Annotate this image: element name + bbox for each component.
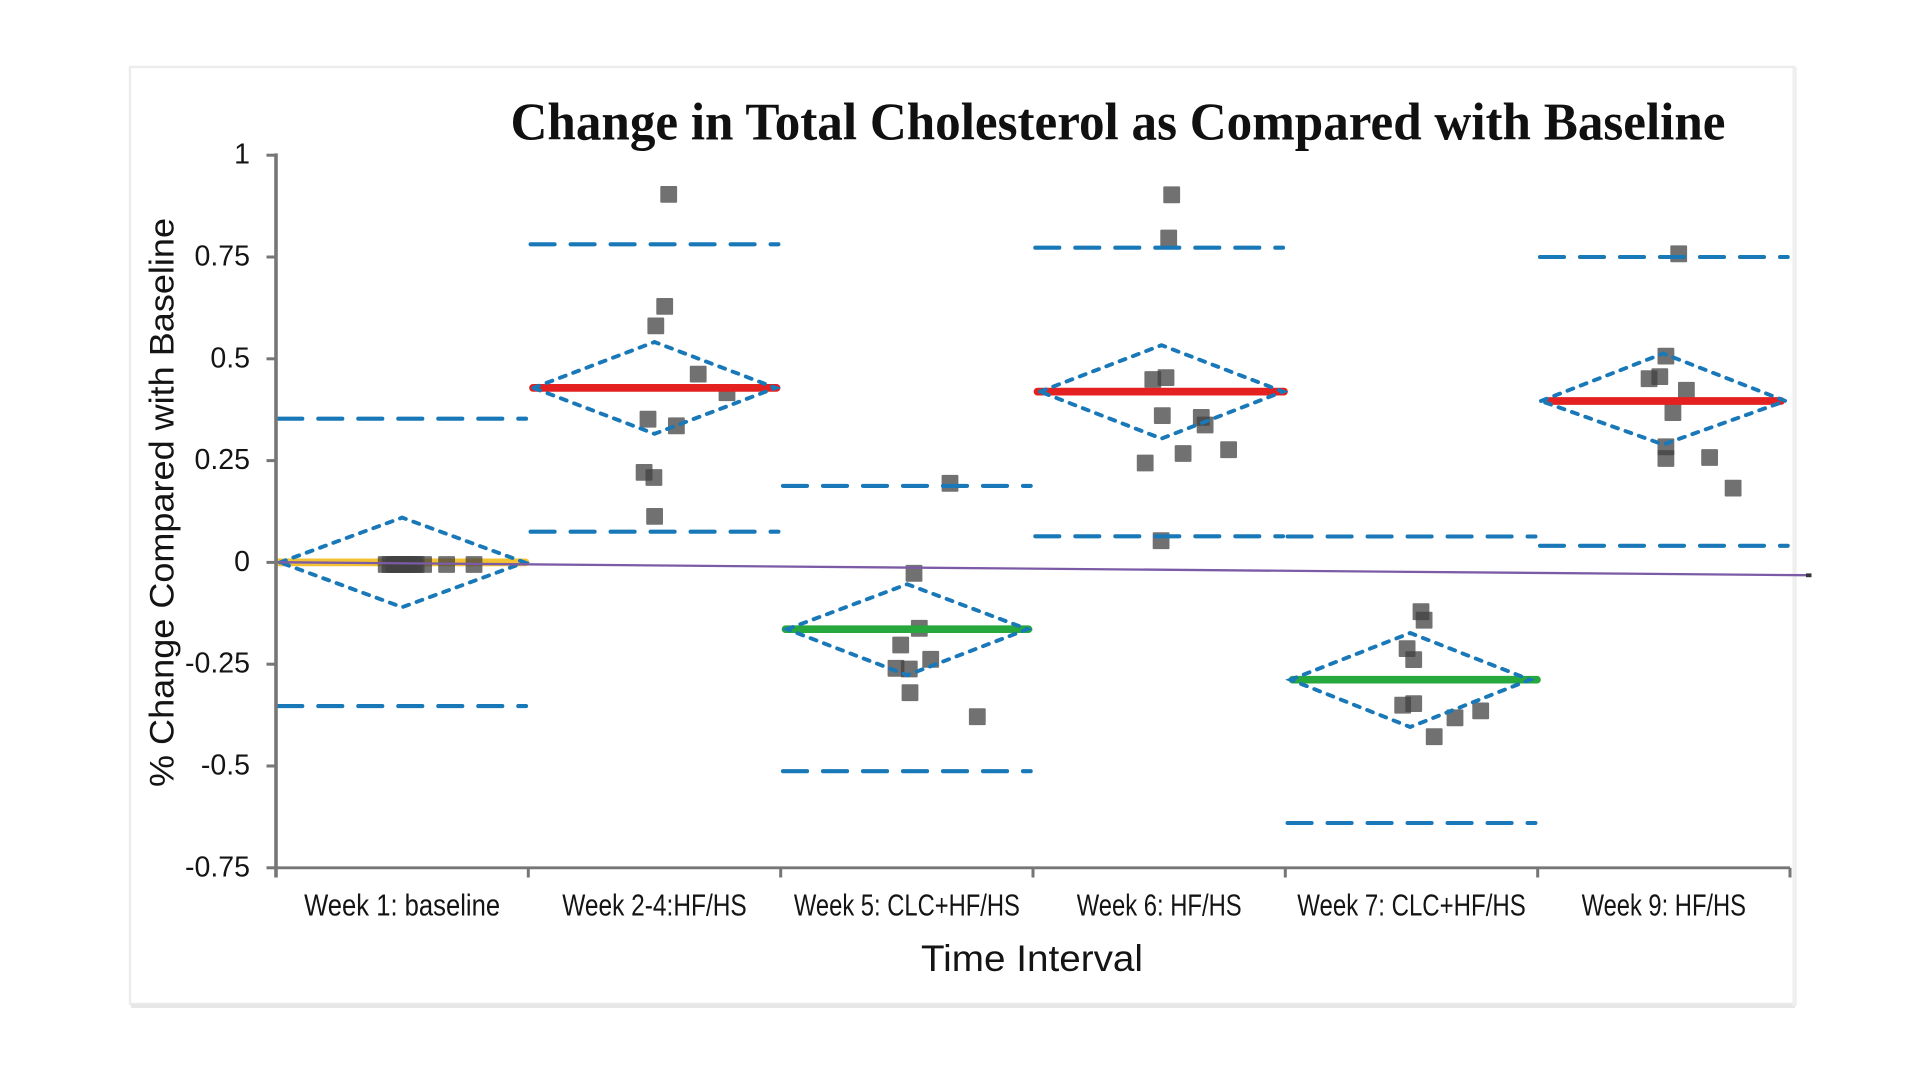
svg-text:0.25: 0.25 xyxy=(195,444,250,476)
svg-text:-0.5: -0.5 xyxy=(201,750,250,782)
svg-text:Week 5: CLC+HF/HS: Week 5: CLC+HF/HS xyxy=(794,888,1020,923)
svg-text:-0.75: -0.75 xyxy=(185,851,250,883)
svg-text:Week 2-4:HF/HS: Week 2-4:HF/HS xyxy=(562,888,747,923)
svg-text:Week 7: CLC+HF/HS: Week 7: CLC+HF/HS xyxy=(1297,888,1526,923)
svg-text:0.5: 0.5 xyxy=(210,342,250,374)
svg-text:Week 1: baseline: Week 1: baseline xyxy=(304,888,500,923)
svg-text:Week 9: HF/HS: Week 9: HF/HS xyxy=(1582,888,1746,923)
svg-text:0.75: 0.75 xyxy=(195,241,250,273)
svg-text:Change in Total Cholesterol as: Change in Total Cholesterol as Compared … xyxy=(511,94,1726,152)
svg-text:% Change Compared with Baselin: % Change Compared with Baseline xyxy=(143,218,181,787)
svg-text:1: 1 xyxy=(234,139,250,171)
svg-text:Week 6: HF/HS: Week 6: HF/HS xyxy=(1077,888,1242,923)
svg-text:-0.25: -0.25 xyxy=(185,648,250,680)
svg-text:0: 0 xyxy=(234,546,250,578)
svg-text:Time Interval: Time Interval xyxy=(921,937,1143,979)
